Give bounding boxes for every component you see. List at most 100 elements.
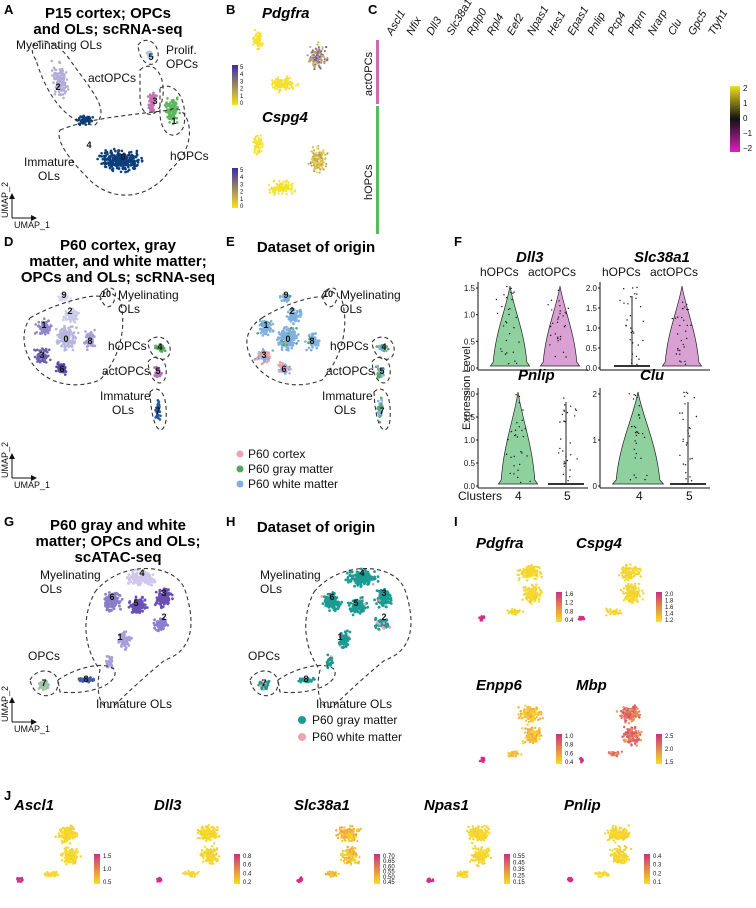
panel-d-cluster-5: 5 <box>155 366 160 376</box>
panel-e-cluster-1: 1 <box>263 320 268 330</box>
panel-h-cluster-8: 8 <box>303 674 308 684</box>
panel-h-cluster-5: 5 <box>353 598 358 608</box>
panel-h-legend: P60 gray matter P60 white matter <box>298 713 402 744</box>
panel-g-cluster-6: 6 <box>109 592 114 602</box>
legend-label-p60-white: P60 white matter <box>248 477 338 491</box>
panel-e-hopc-outline <box>371 336 395 360</box>
panel-h-cluster-3: 3 <box>381 588 386 598</box>
panel-e-label-myelinating: Myelinating <box>340 288 401 302</box>
panel-e-cluster-0: 0 <box>285 334 290 344</box>
legend-swatch-h-white <box>298 733 306 741</box>
panel-h-cluster-4: 4 <box>359 568 364 578</box>
panel-d-umap1-label: UMAP_1 <box>14 480 50 490</box>
panel-b-gene-1: Pdgfra <box>262 5 310 22</box>
svg-text:−2: −2 <box>743 144 753 153</box>
svg-text:1.0: 1.0 <box>464 436 476 445</box>
panel-d-label-myelinating: Myelinating <box>118 288 179 302</box>
heatmap-gene-label: Dll3 <box>424 14 444 37</box>
panel-g-cluster-3: 3 <box>161 588 166 598</box>
panel-j-feature-plots: Ascl11.51.00.5Dll30.80.60.40.2Slc38a10.7… <box>13 797 662 886</box>
svg-text:0.0: 0.0 <box>464 364 476 373</box>
panel-f-gene-slc38a1: Slc38a1 <box>634 249 690 266</box>
panel-f-x-4a: 4 <box>515 489 522 503</box>
panel-a-cluster-3: 3 <box>152 96 157 106</box>
panel-f-gene-clu: Clu <box>640 367 664 384</box>
svg-text:2: 2 <box>743 84 748 93</box>
panel-h-cluster-2: 2 <box>381 612 386 622</box>
panel-e-legend: P60 cortex P60 gray matter P60 white mat… <box>236 447 338 491</box>
panel-a-cluster-1: 1 <box>171 116 176 126</box>
panel-d-label-actopcs: actOPCs <box>102 364 150 378</box>
svg-text:3: 3 <box>240 182 244 188</box>
heatmap-gene-label: Nfix <box>404 15 424 38</box>
heatmap-gene-label: Ttyh1 <box>706 8 730 38</box>
panel-b-colorbar-2 <box>232 168 238 208</box>
panel-a-umap2-label: UMAP_2 <box>0 182 10 218</box>
svg-text:2.0: 2.0 <box>586 284 598 293</box>
panel-g-umap <box>37 568 174 692</box>
panel-g-myelinating-outline <box>85 567 192 708</box>
panel-a-immature-outline <box>58 107 190 196</box>
panel-a-cluster-0: 0 <box>120 152 125 162</box>
panel-d-umap-axes: UMAP_2 UMAP_1 <box>0 442 50 490</box>
svg-text:2.0: 2.0 <box>464 390 476 399</box>
svg-text:0.5: 0.5 <box>586 344 598 353</box>
panel-d-title-line1: P60 cortex, gray <box>60 237 177 254</box>
panel-b-umap-1 <box>252 29 329 94</box>
panel-e-cluster-10: 10 <box>323 289 333 299</box>
panel-d-myelinating-outline <box>23 289 124 386</box>
svg-text:1.0: 1.0 <box>586 324 598 333</box>
svg-text:1.5: 1.5 <box>464 413 476 422</box>
panel-d-cluster-3: 3 <box>39 350 44 360</box>
svg-text:2: 2 <box>240 87 244 93</box>
panel-d-umap <box>33 292 167 421</box>
panel-e-actopc-outline <box>371 356 391 384</box>
panel-e-label-immature: Immature <box>322 389 373 403</box>
panel-e-cluster10-outline <box>321 287 338 308</box>
panel-a-umap1-label: UMAP_1 <box>14 220 50 230</box>
panel-a-title-line2: and OLs; scRNA-seq <box>33 21 182 38</box>
panel-h-label-myel-ols: OLs <box>260 582 282 596</box>
svg-text:0: 0 <box>240 204 244 210</box>
heatmap-gene-label: Ascl1 <box>384 8 408 38</box>
panel-e-cluster-8: 8 <box>309 336 314 346</box>
panel-label-b: B <box>226 2 235 17</box>
panel-f-x-4b: 4 <box>636 489 643 503</box>
svg-text:1: 1 <box>743 99 748 108</box>
panel-b-colorbar-1 <box>232 65 238 105</box>
panel-d-title-line3: OPCs and OLs; scRNA-seq <box>21 269 215 286</box>
panel-a-umap-axes: UMAP_2 UMAP_1 <box>0 182 50 230</box>
panel-label-e: E <box>226 234 235 249</box>
panel-a-label-hopcs: hOPCs <box>170 149 209 163</box>
svg-text:0: 0 <box>240 101 244 107</box>
panel-e-cluster-7: 7 <box>379 406 384 416</box>
panel-f-gene-dll3: Dll3 <box>516 249 544 266</box>
panel-c-hopc-bar <box>376 106 379 234</box>
panel-g-cluster-7: 7 <box>41 678 46 688</box>
svg-text:0.0: 0.0 <box>586 364 598 373</box>
panel-a-title-line1: P15 cortex; OPCs <box>45 5 171 22</box>
panel-g-title-line2: matter; OPCs and OLs; <box>35 533 200 550</box>
panel-e-label-myel-ols: OLs <box>340 302 362 316</box>
panel-h-umap <box>257 567 393 691</box>
panel-e-cluster-6: 6 <box>281 364 286 374</box>
panel-a-prolif-outline <box>137 39 159 65</box>
panel-f-dll3-group-2: actOPCs <box>528 265 576 279</box>
panel-f-violins: 1.5 1.0 0.5 0.0 2.0 1.5 1.0 0.5 0.0 2.0 1.5 1.0 0.5 0… <box>464 282 710 491</box>
svg-text:0: 0 <box>743 114 748 123</box>
heatmap-gene-label: Gpc5 <box>686 8 710 38</box>
heatmap-gene-label: Ptprn <box>626 9 650 38</box>
panel-c-colorbar <box>730 86 740 152</box>
svg-text:2: 2 <box>593 390 598 399</box>
panel-d-cluster-1: 1 <box>41 320 46 330</box>
legend-label-h-gray: P60 gray matter <box>312 713 397 727</box>
panel-c-group-hopcs: hOPCs <box>363 164 375 200</box>
legend-label-p60-cortex: P60 cortex <box>248 447 305 461</box>
svg-text:1: 1 <box>240 94 244 100</box>
panel-h-cluster-1: 1 <box>337 632 342 642</box>
panel-f-x-5a: 5 <box>564 489 571 503</box>
svg-text:1.5: 1.5 <box>464 284 476 293</box>
panel-f-x-5b: 5 <box>686 489 693 503</box>
panel-e-label-hopcs: hOPCs <box>330 339 369 353</box>
panel-d-cluster-0: 0 <box>63 334 68 344</box>
